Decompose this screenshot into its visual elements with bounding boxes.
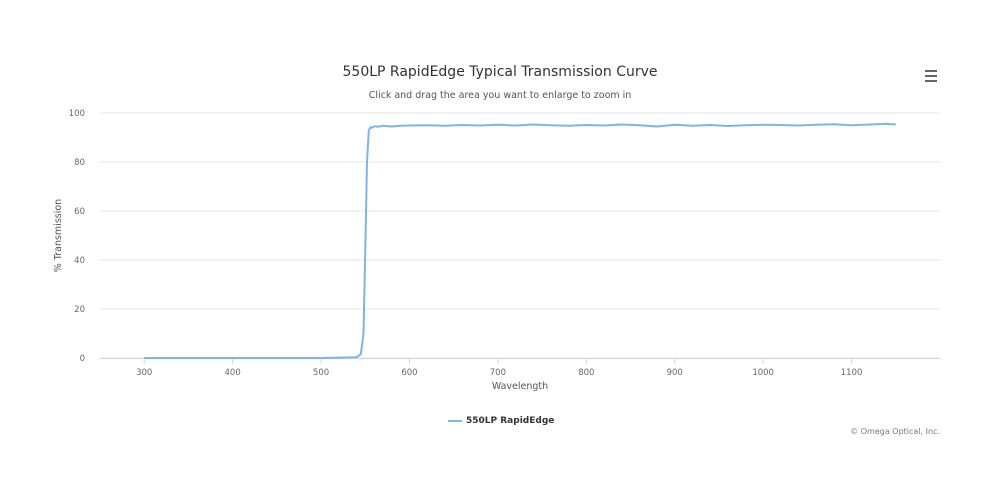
y-tick-label: 20 — [74, 305, 85, 315]
x-axis-label: Wavelength — [492, 381, 548, 392]
hamburger-menu-icon-bar — [925, 80, 937, 82]
credits[interactable]: © Omega Optical, Inc. — [850, 427, 940, 436]
y-tick-label: 40 — [74, 256, 85, 266]
y-axis-label: % Transmission — [53, 199, 64, 272]
x-tick-label: 500 — [313, 368, 329, 378]
grid-lines — [100, 112, 940, 359]
x-tick-label: 600 — [401, 368, 417, 378]
hamburger-menu-icon-bar — [925, 75, 937, 77]
x-axis-ticks: 300 400 500 600 700 800 900 1000 1100 — [136, 358, 862, 378]
series-line-550lp-rapidedge[interactable] — [144, 122, 896, 359]
x-tick-label: 800 — [578, 368, 594, 378]
y-tick-label: 0 — [80, 354, 85, 364]
y-tick-label: 100 — [69, 109, 85, 119]
hamburger-menu-icon — [925, 70, 937, 72]
chart-title: 550LP RapidEdge Typical Transmission Cur… — [342, 64, 658, 80]
y-axis-ticks: 0 20 40 60 80 100 — [69, 109, 85, 364]
legend-item-550lp-rapidedge[interactable]: 550LP RapidEdge — [448, 414, 554, 428]
x-tick-label: 1100 — [841, 368, 863, 378]
x-tick-label: 900 — [667, 368, 683, 378]
x-tick-label: 1000 — [752, 368, 774, 378]
chart-subtitle: Click and drag the area you want to enla… — [368, 90, 632, 101]
x-tick-label: 700 — [490, 368, 506, 378]
x-tick-label: 300 — [136, 368, 152, 378]
y-tick-label: 60 — [74, 207, 85, 217]
chart-menu-button[interactable] — [920, 66, 942, 86]
x-tick-label: 400 — [225, 368, 241, 378]
legend-swatch — [448, 420, 462, 422]
legend-label: 550LP RapidEdge — [466, 416, 555, 426]
y-tick-label: 80 — [74, 158, 85, 168]
